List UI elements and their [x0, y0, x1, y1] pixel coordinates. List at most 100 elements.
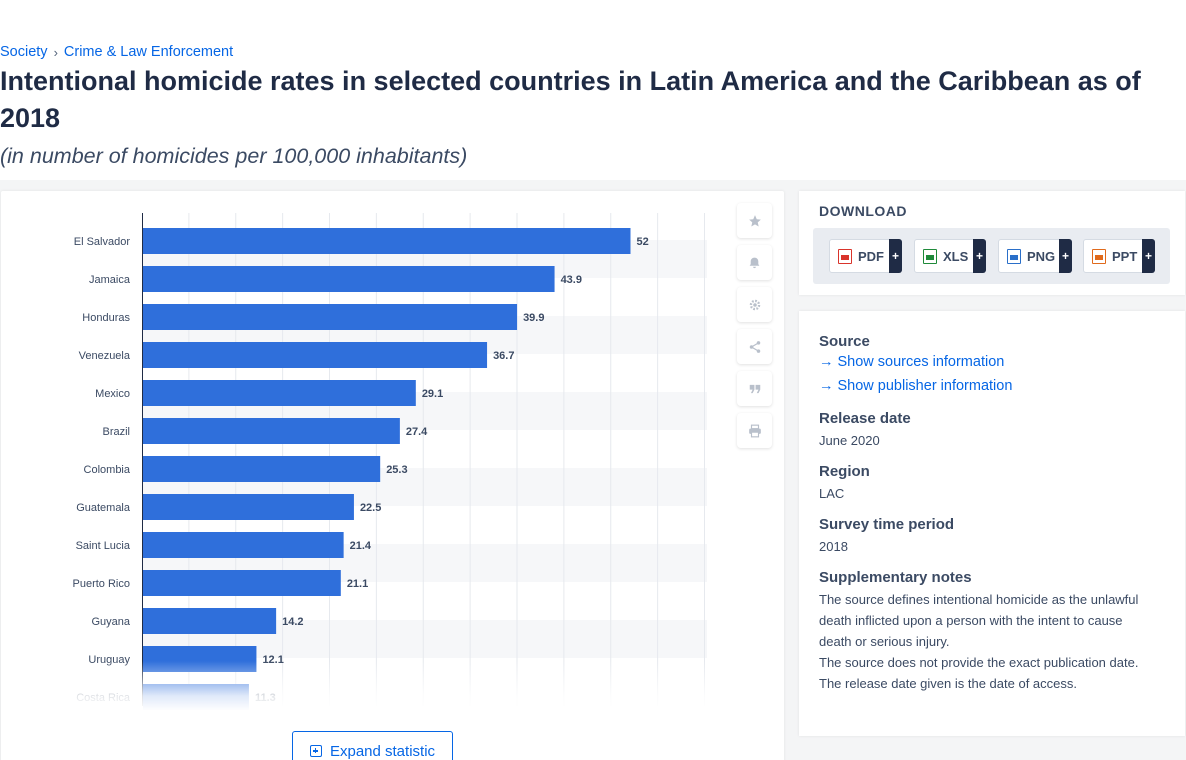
supplementary-notes-label: Supplementary notes [819, 569, 972, 586]
value-label: 12.1 [262, 654, 283, 666]
page-title: Intentional homicide rates in selected c… [0, 66, 1141, 133]
category-label: Uruguay [88, 654, 130, 666]
breadcrumb-separator: › [53, 44, 58, 60]
breadcrumb: Society › Crime & Law Enforcement [0, 44, 233, 60]
chart-card: El Salvador 52 Jamaica 43.9 Honduras 39.9 Vene… [1, 191, 784, 760]
category-label: Honduras [82, 312, 130, 324]
settings-button[interactable] [737, 287, 772, 322]
bell-icon [749, 257, 760, 268]
quote-icon [749, 384, 760, 393]
survey-period-label: Survey time period [819, 516, 955, 533]
download-card: DOWNLOAD PDF + XLS + PNG + PPT + [799, 191, 1185, 295]
category-label: Jamaica [89, 274, 131, 286]
xls-label: XLS [943, 248, 969, 264]
share-button[interactable] [737, 329, 772, 364]
value-label: 25.3 [386, 464, 407, 476]
show-sources-label: Show sources information [837, 354, 1005, 370]
ppt-label: PPT [1112, 248, 1138, 264]
value-label: 22.5 [360, 502, 381, 514]
breadcrumb-society-link[interactable]: Society [0, 44, 48, 60]
star-icon [748, 214, 761, 227]
bar [143, 380, 416, 406]
category-label: Saint Lucia [76, 540, 131, 552]
print-icon [748, 424, 761, 437]
bar [143, 418, 400, 444]
expand-icon [309, 745, 322, 757]
chart-toolbar [737, 203, 772, 455]
png-label: PNG [1027, 248, 1056, 264]
breadcrumb-crime-link[interactable]: Crime & Law Enforcement [63, 44, 234, 60]
bar [143, 456, 381, 482]
bar [143, 342, 488, 368]
value-label: 29.1 [422, 388, 443, 400]
ppt-file-icon [1092, 248, 1106, 264]
region-label: Region [819, 463, 870, 480]
source-label: Source [819, 333, 870, 350]
bar [143, 304, 518, 330]
arrow-right-icon: → [819, 354, 834, 370]
download-bar: PDF + XLS + PNG + PPT + [813, 228, 1170, 284]
arrow-right-icon: → [819, 378, 834, 394]
survey-period-value: 2018 [819, 539, 848, 554]
supplementary-notes-2: The source does not provide the exact pu… [819, 655, 1139, 691]
value-label: 21.4 [350, 540, 372, 552]
show-sources-link[interactable]: → Show sources information [819, 350, 1149, 374]
download-ppt-button[interactable]: PPT + [1083, 239, 1155, 273]
category-label: Guyana [91, 616, 130, 628]
value-label: 39.9 [523, 312, 544, 324]
value-label: 14.2 [282, 616, 303, 628]
info-card: Source → Show sources information → Show p… [799, 311, 1185, 736]
png-file-icon [1007, 248, 1021, 264]
bar [143, 608, 277, 634]
download-title: DOWNLOAD [819, 203, 907, 219]
expand-statistic-label: Expand statistic [329, 742, 436, 760]
download-xls-button[interactable]: XLS + [914, 239, 986, 273]
ppt-plus-icon: + [1142, 239, 1155, 273]
value-label: 21.1 [347, 578, 368, 590]
pdf-label: PDF [858, 248, 884, 264]
region-value: LAC [819, 486, 845, 501]
bar [143, 570, 341, 596]
category-label: Costa Rica [76, 692, 131, 704]
bar [143, 266, 555, 292]
category-label: Guatemala [76, 502, 131, 514]
expand-statistic-button[interactable]: Expand statistic [292, 731, 453, 760]
share-icon [749, 340, 760, 353]
gear-icon [749, 299, 760, 310]
xls-file-icon [923, 248, 937, 264]
header-area: Society › Crime & Law Enforcement Intent… [0, 0, 1186, 180]
show-publisher-label: Show publisher information [837, 378, 1013, 394]
download-pdf-button[interactable]: PDF + [829, 239, 902, 273]
bar-chart: El Salvador 52 Jamaica 43.9 Honduras 39.9 Vene… [73, 213, 707, 710]
cite-button[interactable] [737, 371, 772, 406]
pdf-file-icon [838, 248, 852, 264]
pdf-plus-icon: + [889, 239, 902, 273]
bar [143, 228, 631, 254]
release-date-value: June 2020 [819, 433, 880, 448]
value-label: 52 [637, 236, 649, 248]
value-label: 36.7 [493, 350, 514, 362]
value-label: 27.4 [406, 426, 428, 438]
value-label: 43.9 [561, 274, 582, 286]
category-label: Venezuela [79, 350, 131, 362]
category-label: Brazil [102, 426, 130, 438]
xls-plus-icon: + [973, 239, 986, 273]
show-publisher-link[interactable]: → Show publisher information [819, 374, 1149, 398]
favorite-button[interactable] [737, 203, 772, 238]
supplementary-notes-1: The source defines intentional homicide … [819, 592, 1139, 649]
notification-button[interactable] [737, 245, 772, 280]
bar [143, 532, 344, 558]
page-subtitle: (in number of homicides per 100,000 inha… [0, 144, 468, 168]
print-button[interactable] [737, 413, 772, 448]
value-label: 11.3 [255, 692, 276, 704]
bar [143, 684, 249, 710]
download-png-button[interactable]: PNG + [998, 239, 1072, 273]
info-content: Source → Show sources information → Show p… [819, 333, 1149, 694]
bar [143, 494, 354, 520]
png-plus-icon: + [1059, 239, 1072, 273]
category-label: El Salvador [74, 236, 131, 248]
category-label: Puerto Rico [73, 578, 130, 590]
category-label: Colombia [84, 464, 131, 476]
bar [143, 646, 257, 672]
